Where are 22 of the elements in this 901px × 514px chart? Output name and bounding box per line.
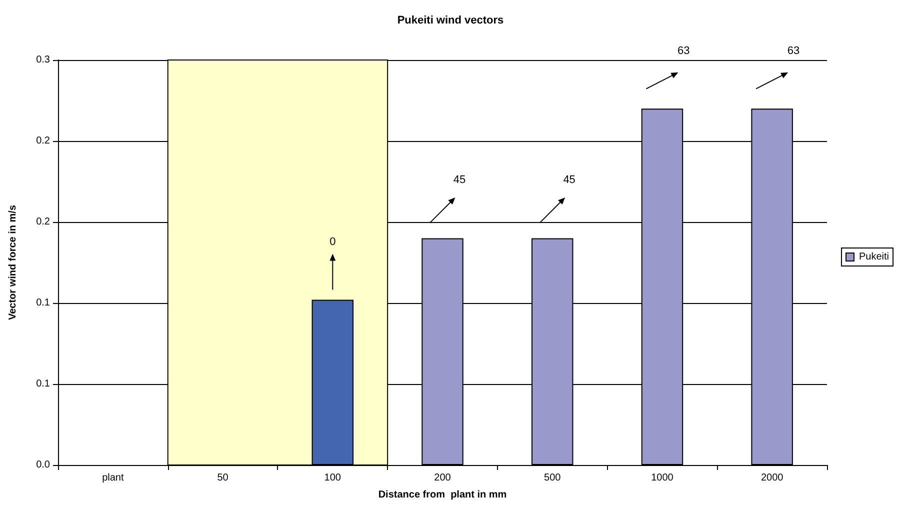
x-tick-label: 200: [434, 472, 452, 484]
y-tick-label: 0.1: [36, 298, 50, 308]
x-tick-label: 500: [544, 472, 562, 484]
chart-title: Pukeiti wind vectors: [397, 14, 504, 26]
x-tick-label: 2000: [760, 472, 784, 484]
y-axis-title: Vector wind force in m/s: [8, 204, 18, 320]
x-tick-label: plant: [102, 472, 124, 484]
y-tick-label: 0.2: [36, 136, 50, 146]
y-tick-label: 0.0: [36, 460, 50, 470]
text: 63: [787, 44, 800, 57]
x-tick-label: 50: [217, 472, 229, 484]
y-tick-label: 0.1: [36, 378, 50, 390]
x-tick-label: 100: [324, 472, 342, 484]
y-tick-label: 0.3: [36, 54, 50, 66]
annotation: 0: [330, 236, 336, 248]
x-tick-label: 1000: [651, 472, 674, 484]
text: 63: [677, 44, 690, 57]
y-tick-label: 0.2: [36, 216, 50, 228]
annotation: 45: [563, 174, 576, 186]
legend-label: Pukeiti: [858, 252, 889, 262]
annotation: 45: [453, 174, 466, 186]
x-axis-title: Distance from plant in mm: [378, 490, 507, 500]
